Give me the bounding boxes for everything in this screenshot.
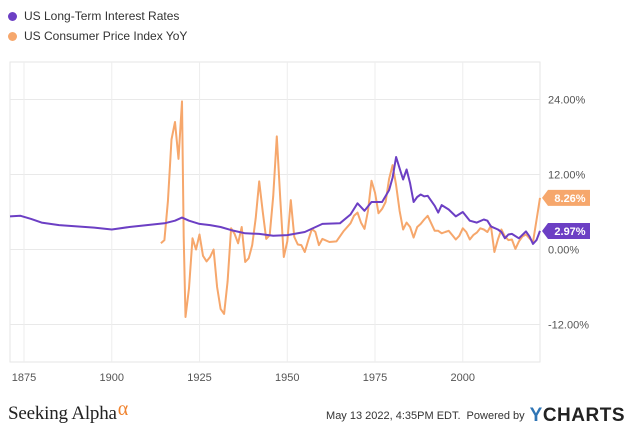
legend-item-cpi[interactable]: US Consumer Price Index YoY [8,26,187,46]
legend-label: US Long-Term Interest Rates [24,9,180,23]
x-tick-label: 2000 [451,372,475,384]
x-tick-label: 1925 [187,372,211,384]
legend-dot-icon [8,11,17,21]
timestamp: May 13 2022, 4:35PM EDT. [326,410,461,422]
x-tick-label: 1975 [363,372,387,384]
ycharts-name: CHARTS [542,405,625,426]
end-label-interest-rates: 2.97% [554,226,585,238]
y-tick-label: 24.00% [548,95,586,107]
ycharts-y-icon: Y [529,405,543,426]
x-tick-label: 1950 [275,372,299,384]
end-badge-interest-rates [542,222,590,239]
legend-dot-icon [8,31,17,41]
seeking-alpha-logo: Seeking Alphaα [8,398,128,425]
alpha-icon: α [117,398,129,420]
plot-frame [9,61,541,363]
brand-name: Seeking Alpha [8,403,117,424]
end-badge-cpi [542,189,590,206]
series-line-cpi [160,100,541,318]
chart-area: 24.00% 12.00% 0.00% -12.00% 1875 1900 1925 1950… [0,0,635,395]
legend-item-interest-rates[interactable]: US Long-Term Interest Rates [8,6,187,26]
legend-label: US Consumer Price Index YoY [24,29,188,43]
line-chart[interactable]: 24.00% 12.00% 0.00% -12.00% 1875 1900 1925 1950… [0,0,635,395]
x-tick-label: 1875 [12,372,36,384]
end-label-cpi: 8.26% [554,193,585,205]
y-tick-label: -12.00% [548,320,589,332]
chart-legend: US Long-Term Interest Rates US Consumer … [8,6,187,46]
x-tick-label: 1900 [100,372,124,384]
series-line-interest-rates [9,156,541,245]
y-tick-label: 12.00% [548,170,586,182]
powered-by-label: Powered by [466,410,525,422]
y-tick-label: 0.00% [548,245,579,257]
ycharts-logo[interactable]: YCHARTS [530,405,625,427]
chart-footer: May 13 2022, 4:35PM EDT. Powered by YCHA… [326,405,625,427]
